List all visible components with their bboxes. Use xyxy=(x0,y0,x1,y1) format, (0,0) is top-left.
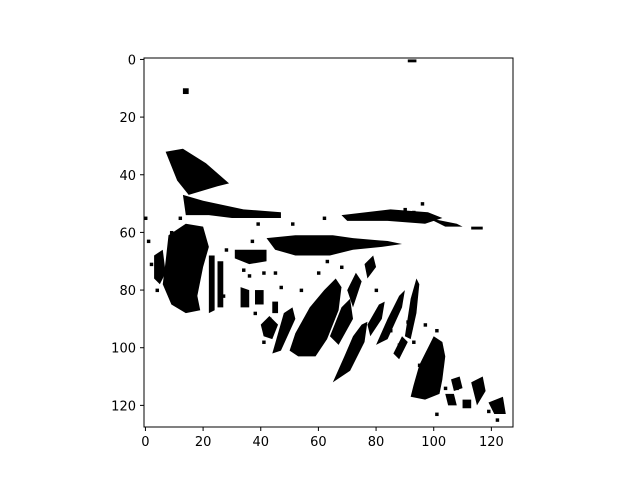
pixel-dot xyxy=(412,340,416,344)
pixel-region-dot-top xyxy=(407,59,417,63)
pixel-region-diag-c xyxy=(329,298,354,345)
pixel-dot xyxy=(224,248,229,252)
pixel-region-bottom-frag-a xyxy=(430,344,443,354)
y-tick-label: 80 xyxy=(119,284,136,299)
pixel-dot xyxy=(169,230,174,235)
x-tick-label: 80 xyxy=(368,435,385,450)
x-axis: 0 20 40 60 80 100 120 xyxy=(141,427,504,450)
x-tick-label: 100 xyxy=(421,435,446,450)
pixel-dot xyxy=(267,317,272,321)
pixel-dot xyxy=(423,323,428,327)
pixel-region-center-bar xyxy=(266,235,403,256)
y-tick-label: 20 xyxy=(119,111,136,126)
pixel-dot xyxy=(144,216,148,221)
pixel-region-diag-h xyxy=(404,278,420,340)
pixel-dot xyxy=(155,288,159,293)
pixel-dot xyxy=(443,386,448,391)
pixel-dot xyxy=(316,305,321,310)
pixel-dot xyxy=(242,268,246,272)
y-tick-label: 100 xyxy=(111,342,136,357)
y-axis: 0 20 40 60 80 100 120 xyxy=(111,53,144,414)
pixel-dot xyxy=(389,328,393,333)
plot-area xyxy=(144,59,506,422)
pixel-dot xyxy=(340,265,344,270)
pixel-dot xyxy=(316,271,321,275)
pixel-region-diag-f xyxy=(367,301,385,337)
x-tick-label: 120 xyxy=(479,435,504,450)
pixel-region-diag-d xyxy=(347,272,362,308)
pixel-region-diag-i xyxy=(393,336,408,360)
pixel-dot xyxy=(178,216,183,221)
pixel-dot xyxy=(262,340,266,344)
pixel-dot xyxy=(403,207,407,212)
pixel-region-stroke-c xyxy=(240,287,250,308)
y-tick-label: 120 xyxy=(111,399,136,414)
pixel-region-stroke-b xyxy=(217,261,224,308)
pixel-dot xyxy=(455,386,459,391)
pixel-dot xyxy=(262,271,266,275)
pixel-dot xyxy=(273,271,278,275)
pixel-region-diag-main xyxy=(289,278,342,357)
y-tick-label: 0 xyxy=(128,53,136,68)
pixel-region-bottom-frag-e xyxy=(488,396,506,415)
binary-image xyxy=(144,59,506,422)
pixel-region-upper-ridge xyxy=(182,194,281,218)
pixel-dot xyxy=(247,274,252,278)
pixel-dot xyxy=(201,239,206,244)
x-tick-label: 0 xyxy=(141,435,149,450)
pixel-dot xyxy=(487,409,491,414)
pixel-region-diag-a xyxy=(260,316,279,340)
pixel-region-center-lobe xyxy=(234,249,267,265)
pixel-dot xyxy=(299,288,304,293)
pixel-region-bottom-frag-f xyxy=(451,376,463,391)
pixel-dot xyxy=(397,343,402,347)
y-tick-label: 60 xyxy=(119,226,136,241)
pixel-region-dash-a xyxy=(254,290,264,305)
x-tick-label: 60 xyxy=(310,435,327,450)
pixel-dot xyxy=(314,349,318,353)
y-tick-label: 40 xyxy=(119,169,136,184)
pixel-dot xyxy=(253,311,258,316)
pixel-region-ridge-tail xyxy=(427,217,463,227)
pixel-dot xyxy=(149,262,154,267)
x-tick-label: 20 xyxy=(195,435,212,450)
pixel-region-upper-wing xyxy=(165,148,230,195)
pixel-region-diag-j xyxy=(364,255,377,279)
x-tick-label: 40 xyxy=(252,435,269,450)
pixel-dot xyxy=(221,294,226,298)
pixel-dot xyxy=(322,216,327,221)
pixel-dot xyxy=(463,403,468,408)
pixel-region-right-ridge xyxy=(341,209,443,224)
pixel-dot xyxy=(146,239,151,244)
axes-frame xyxy=(143,57,514,428)
pixel-dot xyxy=(495,418,500,422)
pixel-dot xyxy=(279,285,283,290)
pixel-dot xyxy=(409,326,413,330)
pixel-region-stroke-a xyxy=(208,255,215,314)
pixel-dot xyxy=(417,363,422,368)
pixel-region-dot-left xyxy=(182,88,189,95)
pixel-region-left-strip xyxy=(154,249,166,285)
pixel-dot xyxy=(374,288,379,293)
pixel-dot xyxy=(360,334,364,339)
pixel-region-dash-b xyxy=(272,301,279,314)
pixel-dot xyxy=(291,222,295,226)
pixel-dot xyxy=(250,239,255,244)
pixel-dot xyxy=(325,259,330,264)
pixel-region-diag-e xyxy=(332,321,368,383)
pixel-dot xyxy=(406,320,410,324)
pixel-dot xyxy=(412,210,416,215)
pixel-region-bottom-frag-d xyxy=(471,376,486,406)
pixel-region-bottom-frag-b xyxy=(445,393,457,406)
pixel-region-left-body xyxy=(162,223,209,314)
pixel-dot xyxy=(435,412,439,417)
pixel-dot xyxy=(435,328,439,333)
pixel-region-diag-b xyxy=(272,307,296,354)
pixel-region-mark-right-top xyxy=(471,226,483,230)
pixel-region-diag-g xyxy=(376,290,405,345)
pixel-dot xyxy=(420,202,425,206)
pixel-dot xyxy=(256,222,260,226)
